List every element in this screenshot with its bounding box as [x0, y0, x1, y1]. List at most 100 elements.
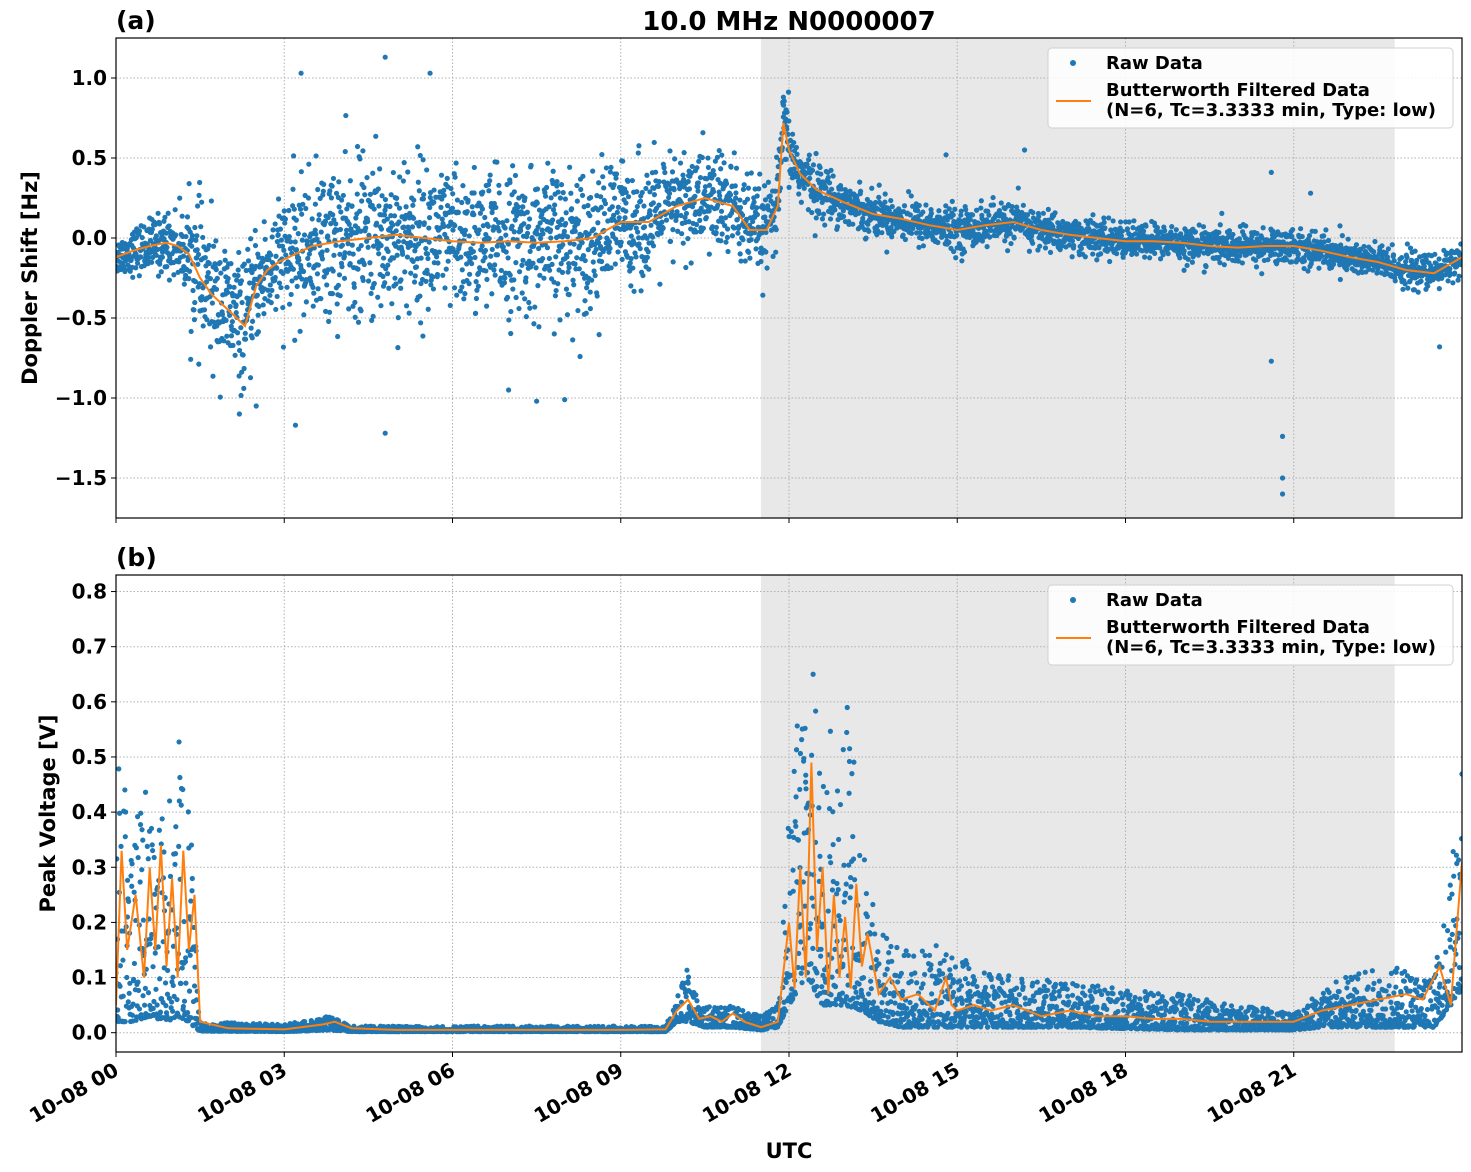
raw-point: [367, 260, 373, 266]
raw-point: [722, 223, 728, 229]
raw-point: [421, 191, 427, 198]
raw-point: [420, 333, 426, 339]
raw-point: [869, 185, 875, 191]
raw-point: [335, 333, 341, 340]
raw-point: [280, 270, 286, 277]
raw-point: [583, 310, 589, 316]
raw-point: [255, 312, 261, 318]
raw-point: [365, 244, 371, 250]
raw-point: [907, 212, 913, 218]
raw-point: [770, 253, 776, 260]
raw-point: [312, 227, 318, 233]
raw-point: [743, 216, 750, 222]
raw-point: [365, 278, 372, 284]
raw-point: [575, 218, 582, 224]
raw-point: [1069, 254, 1075, 260]
raw-point: [222, 248, 228, 254]
raw-point: [299, 276, 305, 282]
raw-point: [408, 270, 414, 276]
raw-point: [753, 246, 759, 252]
raw-point: [876, 194, 882, 200]
raw-point: [378, 303, 384, 309]
raw-point: [213, 286, 220, 292]
raw-point: [1177, 255, 1183, 261]
raw-point: [1030, 209, 1036, 216]
raw-point: [223, 317, 229, 323]
raw-point: [350, 303, 356, 309]
raw-point: [360, 277, 366, 284]
raw-point: [600, 174, 606, 180]
raw-point: [402, 269, 408, 275]
raw-point: [946, 206, 952, 212]
raw-point: [558, 182, 565, 188]
raw-point: [542, 193, 549, 199]
raw-point: [361, 184, 367, 191]
raw-outlier-point: [298, 70, 304, 76]
raw-point: [917, 230, 924, 236]
raw-point: [567, 164, 573, 170]
raw-point: [130, 274, 136, 280]
raw-point: [137, 822, 144, 828]
raw-point: [1185, 256, 1191, 262]
raw-point: [1102, 225, 1108, 231]
raw-point: [192, 224, 198, 231]
raw-point: [302, 1019, 308, 1025]
raw-point: [467, 271, 473, 277]
raw-point: [299, 211, 305, 217]
raw-point: [371, 206, 377, 212]
raw-point: [697, 217, 703, 223]
raw-point: [120, 957, 126, 963]
raw-point: [469, 260, 475, 267]
raw-point: [1422, 252, 1428, 258]
raw-point: [1389, 242, 1395, 248]
raw-point: [395, 315, 401, 321]
raw-point: [199, 199, 205, 205]
raw-point: [176, 259, 182, 265]
raw-point: [578, 186, 584, 193]
raw-point: [946, 239, 952, 245]
raw-point: [672, 156, 678, 162]
raw-point: [122, 787, 128, 793]
raw-point: [444, 175, 450, 181]
raw-point: [507, 272, 513, 278]
raw-point: [692, 193, 698, 199]
raw-point: [608, 265, 614, 271]
raw-point: [183, 980, 189, 986]
raw-point: [508, 330, 514, 337]
raw-point: [1028, 219, 1034, 226]
raw-point: [150, 964, 156, 970]
raw-point: [830, 173, 836, 179]
raw-point: [430, 286, 437, 292]
raw-point: [460, 183, 466, 189]
raw-point: [559, 216, 565, 223]
raw-point: [783, 156, 789, 162]
raw-point: [140, 917, 146, 923]
raw-point: [588, 194, 594, 201]
raw-point: [407, 210, 413, 216]
raw-point: [279, 243, 286, 249]
raw-outlier-point: [943, 152, 949, 158]
raw-point: [452, 222, 458, 229]
raw-point: [299, 237, 305, 243]
raw-point: [949, 198, 955, 204]
raw-point: [1418, 278, 1424, 284]
raw-outlier-point: [562, 397, 568, 403]
raw-point: [473, 310, 479, 316]
raw-outlier-point: [1021, 147, 1028, 153]
raw-point: [1411, 287, 1417, 293]
raw-point: [550, 180, 556, 187]
raw-point: [181, 998, 188, 1004]
raw-point: [189, 243, 195, 249]
raw-point: [293, 247, 300, 253]
raw-point: [368, 290, 374, 297]
raw-point: [498, 235, 504, 241]
raw-point: [1196, 222, 1202, 228]
raw-point: [651, 139, 657, 146]
raw-point: [235, 267, 241, 273]
raw-point: [812, 233, 818, 239]
raw-point: [717, 193, 723, 199]
raw-point: [592, 272, 598, 279]
raw-point: [1024, 212, 1031, 218]
raw-point: [240, 352, 246, 358]
raw-point: [311, 290, 317, 296]
